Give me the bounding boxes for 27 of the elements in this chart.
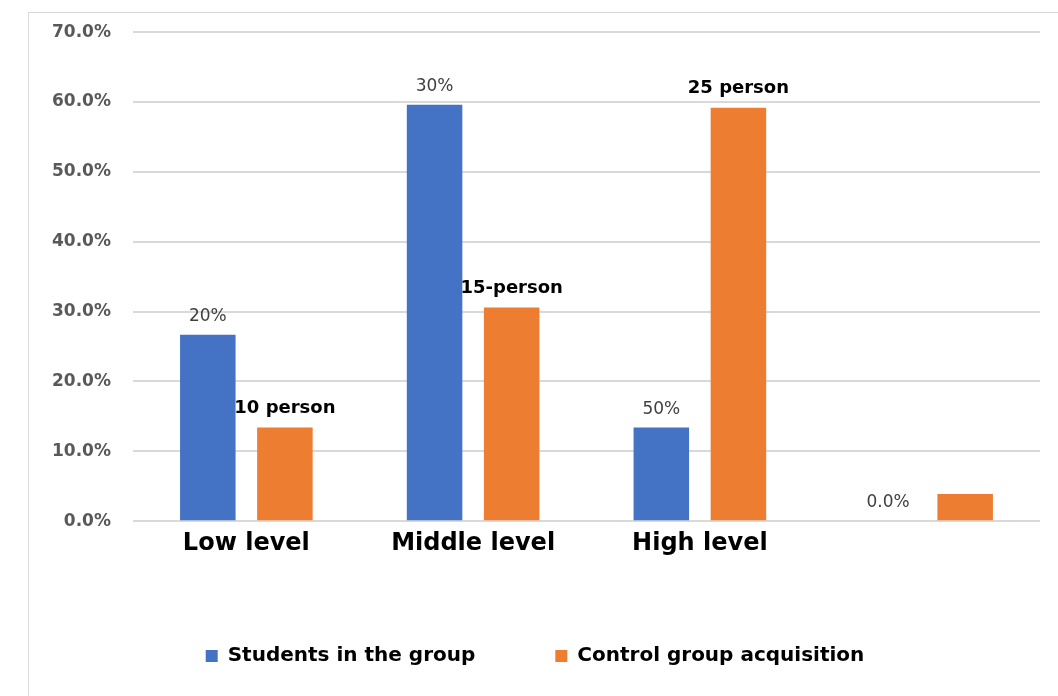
bar xyxy=(710,107,767,521)
y-tick-label: 50.0% xyxy=(51,160,111,181)
annotation: 50% xyxy=(642,397,681,418)
y-tick-label: 20.0% xyxy=(51,369,111,390)
bar xyxy=(483,307,540,521)
annotation: 15-person xyxy=(460,276,563,298)
x-tick-label: High level xyxy=(632,527,768,556)
y-tick-label: 30.0% xyxy=(51,300,111,321)
bar xyxy=(937,493,993,521)
y-tick-label: 70.0% xyxy=(51,20,111,41)
y-tick-label: 40.0% xyxy=(51,230,111,251)
x-tick-label: Low level xyxy=(182,527,310,556)
bar xyxy=(406,104,463,521)
y-tick-label: 10.0% xyxy=(51,439,111,460)
annotation: 30% xyxy=(415,74,454,95)
annotation: 0.0% xyxy=(866,491,910,512)
legend-label: Students in the group xyxy=(227,642,476,667)
bar xyxy=(257,427,313,521)
bar xyxy=(180,334,236,521)
legend-label: Control group acquisition xyxy=(577,642,865,667)
annotation: 25 person xyxy=(687,76,790,98)
y-tick-label: 0.0% xyxy=(63,509,111,530)
y-tick-label: 60.0% xyxy=(51,90,111,111)
bar xyxy=(633,427,690,521)
annotation: 20% xyxy=(188,304,227,325)
x-tick-label: Middle level xyxy=(391,527,556,556)
annotation: 10 person xyxy=(234,396,336,418)
